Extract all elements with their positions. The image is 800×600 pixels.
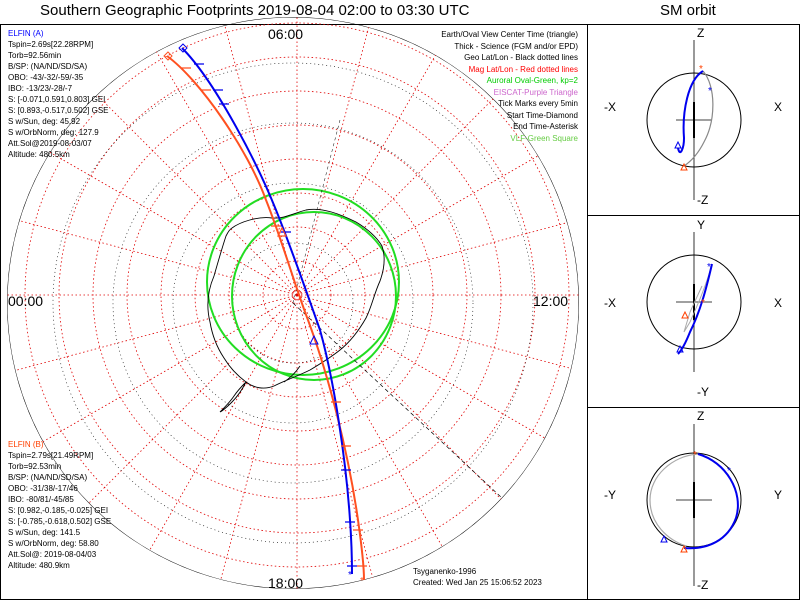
elfin-b-line: Att.Sol@: 2019-08-04/03 xyxy=(8,550,97,559)
map-legend: Earth/Oval View Center Time (triangle) Th… xyxy=(441,29,578,144)
elfin-a-line: S w/OrbNorm, deg: 127.9 xyxy=(8,128,99,137)
elfin-b-line: Tspin=2.79s[21.49RPM] xyxy=(8,451,94,460)
auroral-oval-outer xyxy=(206,188,400,376)
elfin-a-line: OBO: -43/-32/-59/-35 xyxy=(8,73,84,82)
elfin-a-line: Torb=92.56min xyxy=(8,51,62,60)
sm2-top: Y xyxy=(697,218,706,232)
elfin-a-line: Altitude: 480.5km xyxy=(8,150,70,159)
elfin-b-info: ELFIN (B) Tspin=2.79s[21.49RPM] Torb=92.5… xyxy=(8,439,111,571)
elfin-a-name: ELFIN (A) xyxy=(8,29,44,38)
legend-item: Tick Marks every 5min xyxy=(498,99,578,108)
mlt-label-left: 00:00 xyxy=(8,293,44,309)
elfin-a-line: S: [0.893,-0.517,0.502] GSE xyxy=(8,106,109,115)
legend-item: EISCAT-Purple Triangle xyxy=(493,87,578,97)
elfin-b-line: Altitude: 480.9km xyxy=(8,561,70,570)
svg-text:*: * xyxy=(701,298,705,309)
sm3-left: -Y xyxy=(604,488,616,502)
elfin-b-line: OBO: -31/38/-17/46 xyxy=(8,484,78,493)
elfin-a-footprint xyxy=(181,47,353,575)
mlt-label-bottom: 18:00 xyxy=(268,575,304,591)
legend-item: Mag Lat/Lon - Red dotted lines xyxy=(468,64,578,74)
elfin-b-line: B/SP: (NA/ND/SD/SA) xyxy=(8,473,88,482)
sm3-top: Z xyxy=(697,409,705,423)
svg-text:*: * xyxy=(699,64,703,75)
sm1-top: Z xyxy=(697,26,705,40)
elfin-b-footprint xyxy=(166,55,365,581)
elfin-a-start-diamond xyxy=(178,43,188,53)
svg-text:*: * xyxy=(693,450,697,461)
elfin-a-line: Tspin=2.69s[22.28RPM] xyxy=(8,40,94,49)
elfin-a-line: Att.Sol@2019-08-03/07 xyxy=(8,139,92,148)
elfin-b-center-triangle xyxy=(277,226,287,237)
sm-panel-3: * * xyxy=(646,424,742,586)
sm-orbit-title: SM orbit xyxy=(660,2,716,19)
sm2-bottom: -Y xyxy=(697,385,709,399)
sm1-right: X xyxy=(774,100,783,114)
elfin-a-line: IBO: -13/23/-28/-7 xyxy=(8,84,73,93)
legend-item: Thick - Science (FGM and/or EPD) xyxy=(454,41,578,51)
elfin-b-line: S w/OrbNorm, deg: 58.80 xyxy=(8,539,99,548)
svg-text:*: * xyxy=(707,262,711,273)
auroral-oval-inner xyxy=(231,211,397,381)
sm-panel-1: * * xyxy=(646,40,742,200)
elfin-a-info: ELFIN (A) Tspin=2.69s[22.28RPM] Torb=92.5… xyxy=(8,28,109,160)
sm2-right: X xyxy=(774,296,783,310)
sm3-bottom: -Z xyxy=(697,578,709,592)
legend-item: Geo Lat/Lon - Black dotted lines xyxy=(464,53,578,62)
legend-item: VLF-Green Square xyxy=(510,133,578,143)
svg-text:*: * xyxy=(708,86,712,97)
legend-item: End Time-Asterisk xyxy=(513,122,578,131)
elfin-a-end-asterisk: * xyxy=(348,570,352,581)
elfin-a-line: S w/Sun, deg: 45.92 xyxy=(8,117,81,126)
sm1-left: -X xyxy=(604,100,616,114)
elfin-a-center-triangle xyxy=(309,334,319,345)
legend-item: Earth/Oval View Center Time (triangle) xyxy=(441,30,578,39)
elfin-b-line: S w/Sun, deg: 141.5 xyxy=(8,528,81,537)
page-title: Southern Geographic Footprints 2019-08-0… xyxy=(40,2,470,19)
legend-item: Auroral Oval-Green, kp=2 xyxy=(486,76,578,85)
elfin-b-line: Torb=92.53min xyxy=(8,462,62,471)
sm3-right: Y xyxy=(774,488,783,502)
elfin-b-line: IBO: -80/81/-45/85 xyxy=(8,495,74,504)
sm1-bottom: -Z xyxy=(697,193,709,207)
elfin-b-line: S: [-0.785,-0.618,0.502] GSE xyxy=(8,517,112,526)
elfin-b-line: S: [0.982,-0.185,-0.025] GEI xyxy=(8,506,109,515)
map-grid: * * xyxy=(7,17,579,589)
elfin-b-name: ELFIN (B) xyxy=(8,440,44,449)
legend-item: Start Time-Diamond xyxy=(506,110,578,120)
antarctica-coastline xyxy=(207,208,385,413)
mlt-label-top: 06:00 xyxy=(268,26,304,42)
svg-text:*: * xyxy=(727,466,731,477)
created-label: Created: Wed Jan 25 15:06:52 2023 xyxy=(413,578,542,587)
model-label: Tsyganenko-1996 xyxy=(413,567,477,576)
mlt-label-right: 12:00 xyxy=(533,293,569,309)
elfin-b-start-diamond xyxy=(163,51,173,61)
sm2-left: -X xyxy=(604,296,616,310)
sm-panel-2: * * xyxy=(646,232,742,372)
elfin-a-line: S: [-0.071,0.591,0.803] GEI xyxy=(8,95,106,104)
elfin-a-line: B/SP: (NA/ND/SD/SA) xyxy=(8,62,88,71)
